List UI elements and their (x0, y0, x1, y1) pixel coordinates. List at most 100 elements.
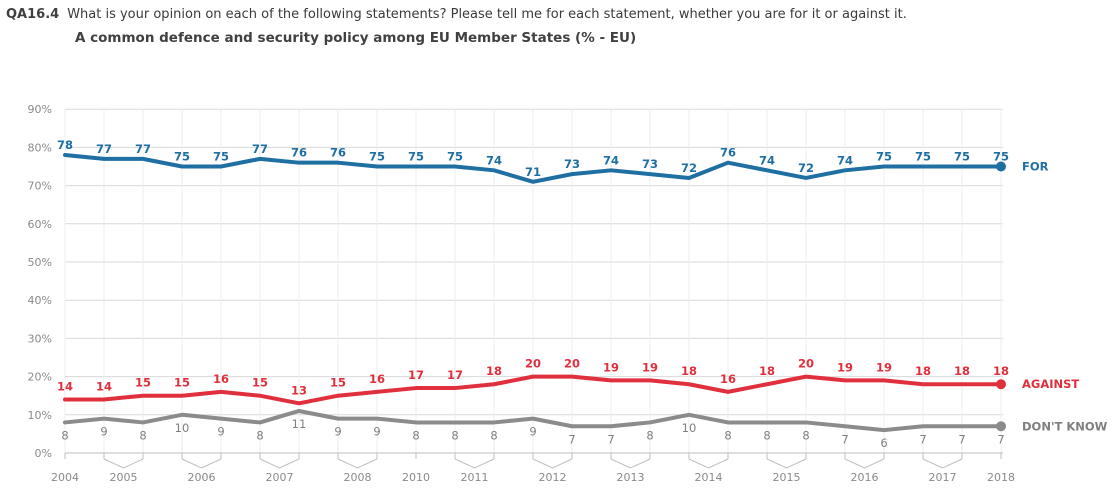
data-label: 76 (291, 146, 307, 160)
data-label: 77 (135, 142, 151, 156)
data-label: 74 (486, 153, 502, 167)
data-label: 75 (447, 150, 463, 164)
data-label: 14 (57, 380, 73, 394)
series-line-for (63, 153, 1003, 184)
data-label: 18 (915, 364, 931, 378)
data-label: 16 (213, 372, 229, 386)
data-label: 14 (96, 380, 112, 394)
data-label: 8 (139, 428, 146, 442)
data-label: 13 (291, 383, 307, 397)
y-tick-label: 10% (28, 409, 52, 422)
year-bracket (532, 458, 573, 469)
y-axis-tick-labels: 0% 10% 20% 30% 40% 50% 60% 70% 80% 90% (28, 103, 52, 460)
data-label: 16 (720, 372, 736, 386)
data-label: 19 (876, 360, 892, 374)
data-label: 20 (798, 357, 814, 371)
data-label: 15 (252, 376, 268, 390)
data-label: 8 (490, 428, 497, 442)
series-end-marker (996, 379, 1006, 390)
year-bracket (688, 458, 729, 469)
y-tick-label: 40% (28, 294, 52, 307)
x-year-label: 2012 (539, 471, 567, 484)
data-label: 9 (529, 425, 536, 439)
x-year-label: 2007 (266, 471, 294, 484)
series-line-dont-know (63, 408, 1003, 433)
data-label: 75 (876, 150, 892, 164)
x-year-label: 2010 (402, 471, 430, 484)
data-label: 8 (412, 428, 419, 442)
data-label: 15 (174, 376, 190, 390)
question-line: QA16.4 What is your opinion on each of th… (6, 7, 907, 22)
data-label: 6 (880, 436, 887, 450)
data-label: 76 (720, 146, 736, 160)
data-label: 18 (681, 364, 697, 378)
x-axis: 2004 2005 2006 2007 2008 2010 2011 2012 2013 2014… (51, 452, 1015, 484)
y-tick-label: 0% (35, 447, 52, 460)
y-tick-label: 80% (28, 141, 52, 154)
data-label: 78 (57, 138, 73, 152)
series-end-marker (996, 161, 1006, 172)
data-label: 8 (61, 428, 68, 442)
data-label: 10 (175, 421, 190, 435)
data-label: 75 (408, 150, 424, 164)
data-label: 75 (954, 150, 970, 164)
data-label: 7 (841, 432, 848, 446)
y-tick-label: 30% (28, 332, 52, 345)
data-label: 9 (373, 425, 380, 439)
data-label: 73 (642, 157, 658, 171)
data-label: 7 (958, 432, 965, 446)
series-labels: FOR AGAINST DON'T KNOW (1022, 160, 1108, 434)
data-label: 8 (763, 428, 770, 442)
data-label: 77 (96, 142, 112, 156)
question-code: QA16.4 (6, 7, 60, 22)
data-label: 76 (330, 146, 346, 160)
data-label: 75 (174, 150, 190, 164)
year-bracket (844, 458, 885, 469)
data-label: 18 (486, 364, 502, 378)
data-label: 74 (603, 153, 619, 167)
x-year-label: 2006 (188, 471, 216, 484)
question-text: What is your opinion on each of the foll… (67, 7, 907, 22)
series-name-label: AGAINST (1022, 377, 1079, 391)
year-bracket (766, 458, 807, 469)
y-tick-label: 70% (28, 180, 52, 193)
x-year-label: 2013 (617, 471, 645, 484)
data-label: 18 (954, 364, 970, 378)
data-label: 75 (213, 150, 229, 164)
x-year-label: 2015 (773, 471, 801, 484)
data-label: 73 (564, 157, 580, 171)
y-tick-label: 60% (28, 218, 52, 231)
year-bracket (181, 458, 222, 469)
data-label: 7 (919, 432, 926, 446)
data-label: 7 (568, 432, 575, 446)
data-label: 77 (252, 142, 268, 156)
data-label: 72 (681, 161, 697, 175)
vertical-gridlines (64, 109, 1002, 453)
series-name-label: DON'T KNOW (1022, 419, 1108, 433)
data-label: 8 (724, 428, 731, 442)
x-year-label: 2018 (987, 471, 1015, 484)
data-label: 71 (525, 165, 541, 179)
data-label: 75 (369, 150, 385, 164)
data-label: 9 (334, 425, 341, 439)
year-bracket (922, 458, 963, 469)
series-end-marker (996, 421, 1006, 432)
horizontal-gridlines (65, 108, 1003, 454)
x-year-label: 2004 (51, 471, 79, 484)
data-label: 18 (759, 364, 775, 378)
series-line-against (63, 374, 1003, 406)
year-bracket (259, 458, 300, 469)
data-label: 17 (447, 368, 463, 382)
x-year-label: 2017 (929, 471, 957, 484)
series-name-label: FOR (1022, 160, 1049, 174)
series-lines (63, 153, 1006, 433)
data-label: 9 (100, 425, 107, 439)
year-bracket (454, 458, 495, 469)
data-label: 8 (256, 428, 263, 442)
data-label: 8 (646, 428, 653, 442)
data-label: 19 (603, 360, 619, 374)
y-tick-label: 90% (28, 103, 52, 116)
